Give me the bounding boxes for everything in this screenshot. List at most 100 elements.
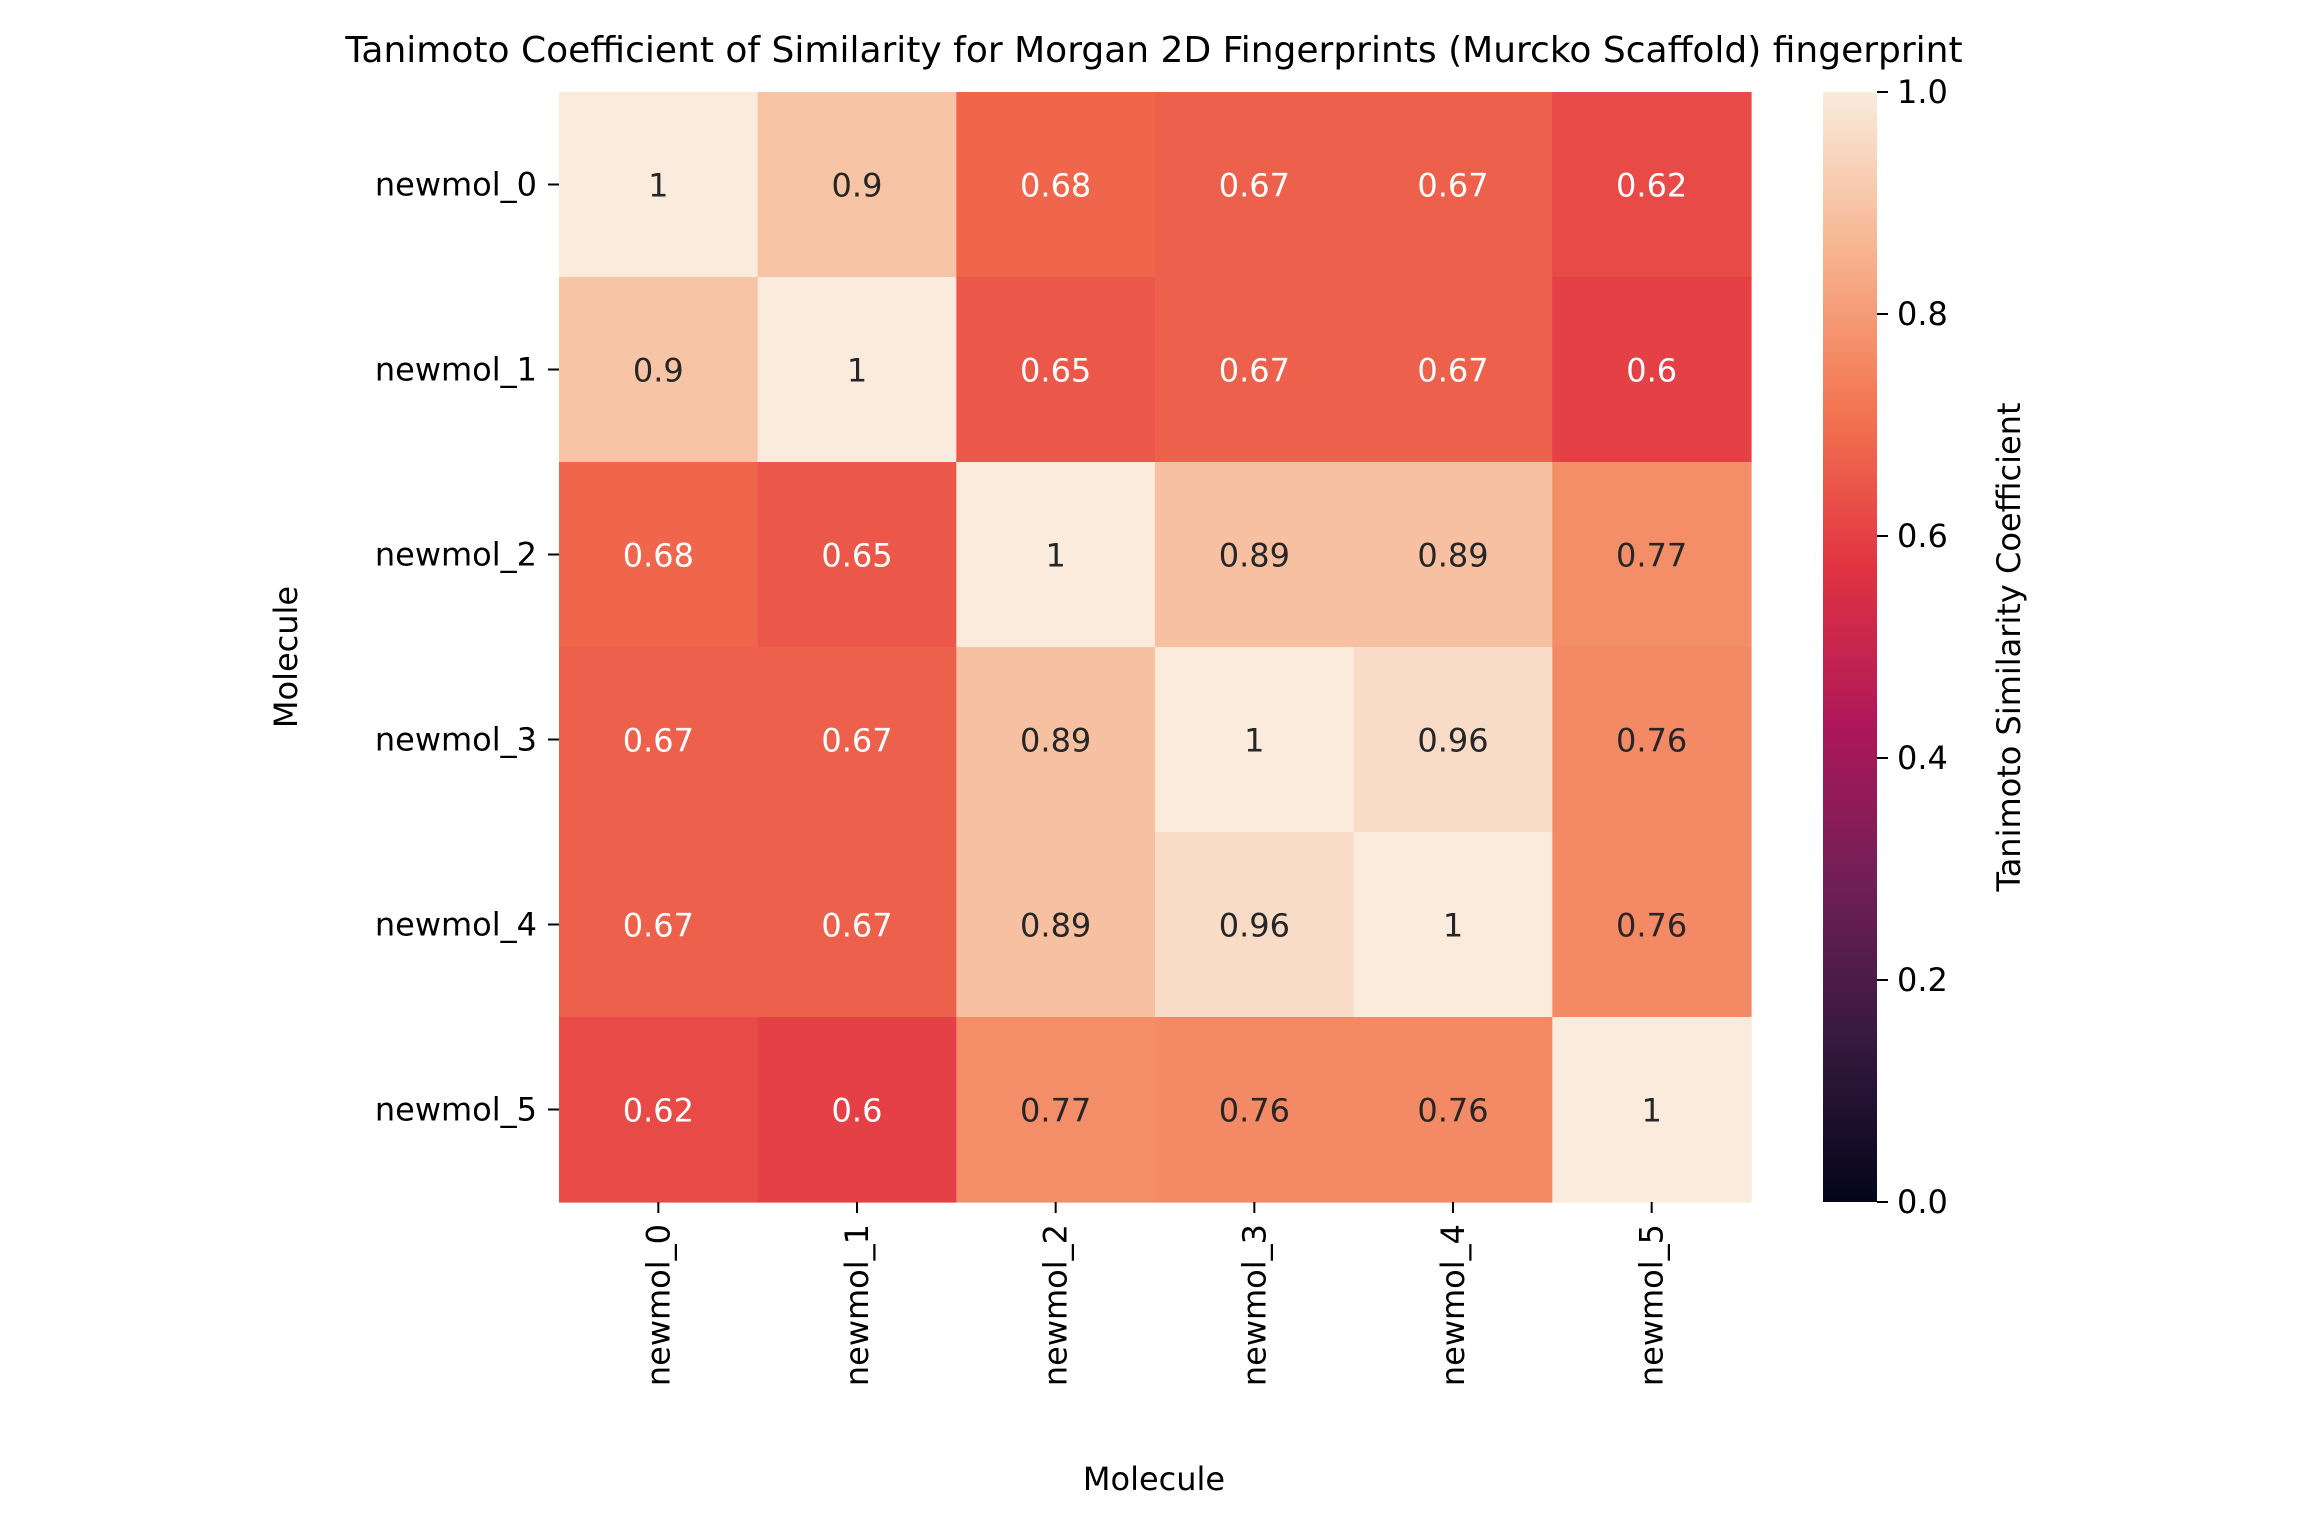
x-tick-label: newmol_3 <box>1235 1224 1273 1386</box>
y-axis-label: Molecule <box>267 586 305 728</box>
heatmap-cell <box>1353 832 1553 1018</box>
heatmap-cell <box>757 1017 957 1203</box>
cell-value-label: 0.67 <box>821 907 892 945</box>
chart-title: Tanimoto Coefficient of Similarity for M… <box>344 30 1962 71</box>
x-tick-label: newmol_1 <box>838 1224 876 1386</box>
heatmap-cell <box>1155 462 1355 648</box>
cell-value-label: 0.67 <box>623 722 694 760</box>
heatmap-cell <box>1353 462 1553 648</box>
y-tick-label: newmol_2 <box>375 536 537 574</box>
x-tick-label: newmol_5 <box>1633 1224 1671 1386</box>
heatmap-cell <box>1155 277 1355 463</box>
heatmap-cell <box>1155 647 1355 833</box>
y-tick-label: newmol_1 <box>375 351 537 389</box>
cell-value-label: 0.76 <box>1616 907 1687 945</box>
cell-value-label: 0.68 <box>623 537 694 575</box>
heatmap-cell <box>1552 92 1752 278</box>
cell-value-label: 1 <box>648 167 668 205</box>
heatmap-cell <box>559 832 759 1018</box>
colorbar-tick-label: 0.2 <box>1897 961 1948 999</box>
x-axis-label: Molecule <box>1083 1460 1225 1498</box>
cell-value-label: 0.68 <box>1020 167 1091 205</box>
cell-value-label: 0.9 <box>832 167 883 205</box>
cell-value-label: 0.67 <box>623 907 694 945</box>
cell-value-label: 0.76 <box>1616 722 1687 760</box>
heatmap-cell <box>1353 647 1553 833</box>
heatmap-cell <box>1552 832 1752 1018</box>
cell-value-label: 0.6 <box>832 1092 883 1130</box>
cell-value-label: 0.67 <box>1219 167 1290 205</box>
y-tick-label: newmol_0 <box>375 166 537 204</box>
cell-value-label: 0.65 <box>1020 352 1091 390</box>
heatmap-cell <box>757 462 957 648</box>
colorbar-tick-label: 0.8 <box>1897 295 1948 333</box>
cell-value-label: 0.89 <box>1417 537 1488 575</box>
heatmap-cell <box>757 277 957 463</box>
colorbar-ticks: 0.0 0.2 0.4 0.6 0.8 1.0 <box>1877 73 1948 1221</box>
cell-value-label: 1 <box>1641 1092 1661 1130</box>
heatmap-cell <box>1552 647 1752 833</box>
cell-value-label: 0.89 <box>1219 537 1290 575</box>
colorbar-tick-label: 0.6 <box>1897 517 1948 555</box>
x-axis-ticks: newmol_0 newmol_1 newmol_2 newmol_3 newmol_4… <box>639 1202 1671 1386</box>
heatmap-cell <box>757 92 957 278</box>
heatmap-cell <box>956 462 1156 648</box>
cell-value-label: 0.9 <box>633 352 684 390</box>
colorbar <box>1823 92 1877 1202</box>
heatmap-cell <box>559 1017 759 1203</box>
cell-value-label: 1 <box>847 352 867 390</box>
heatmap-cell <box>1155 1017 1355 1203</box>
heatmap-cell <box>559 277 759 463</box>
cell-value-label: 0.67 <box>1417 167 1488 205</box>
cell-value-label: 0.67 <box>1417 352 1488 390</box>
heatmap-cell <box>1552 462 1752 648</box>
cell-value-label: 1 <box>1045 537 1065 575</box>
cell-value-label: 0.96 <box>1417 722 1488 760</box>
heatmap-cell <box>559 462 759 648</box>
heatmap-cell <box>757 832 957 1018</box>
heatmap-cell-labels: 1 0.9 0.68 0.67 0.67 0.62 0.9 1 0.65 0.67 0.67 0.6 0… <box>623 167 1688 1130</box>
colorbar-tick-label: 0.4 <box>1897 739 1948 777</box>
cell-value-label: 0.65 <box>821 537 892 575</box>
cell-value-label: 1 <box>1244 722 1264 760</box>
heatmap-cell <box>956 647 1156 833</box>
y-tick-label: newmol_5 <box>375 1091 537 1129</box>
heatmap-cell <box>1552 1017 1752 1203</box>
cell-value-label: 0.77 <box>1020 1092 1091 1130</box>
y-tick-label: newmol_3 <box>375 721 537 759</box>
colorbar-tick-label: 1.0 <box>1897 73 1948 111</box>
cell-value-label: 0.76 <box>1219 1092 1290 1130</box>
y-axis-ticks: newmol_0 newmol_1 newmol_2 newmol_3 newmol_4… <box>375 166 559 1129</box>
x-tick-label: newmol_0 <box>639 1224 677 1386</box>
heatmap-cell <box>956 277 1156 463</box>
heatmap-cell <box>757 647 957 833</box>
cell-value-label: 0.67 <box>821 722 892 760</box>
heatmap-cell <box>1353 92 1553 278</box>
heatmap-cell <box>956 832 1156 1018</box>
cell-value-label: 0.76 <box>1417 1092 1488 1130</box>
colorbar-tick-label: 0.0 <box>1897 1183 1948 1221</box>
x-tick-label: newmol_2 <box>1037 1224 1075 1386</box>
cell-value-label: 1 <box>1443 907 1463 945</box>
heatmap-cell <box>559 647 759 833</box>
heatmap-cells <box>559 92 1752 1203</box>
cell-value-label: 0.96 <box>1219 907 1290 945</box>
colorbar-label: Tanimoto Similarity Coefficient <box>1990 402 2028 892</box>
cell-value-label: 0.89 <box>1020 907 1091 945</box>
heatmap-cell <box>956 1017 1156 1203</box>
y-tick-label: newmol_4 <box>375 906 537 944</box>
heatmap-cell <box>1155 832 1355 1018</box>
heatmap-cell <box>559 92 759 278</box>
cell-value-label: 0.67 <box>1219 352 1290 390</box>
heatmap-cell <box>1552 277 1752 463</box>
cell-value-label: 0.6 <box>1626 352 1677 390</box>
x-tick-label: newmol_4 <box>1434 1224 1472 1386</box>
cell-value-label: 0.62 <box>1616 167 1687 205</box>
heatmap-cell <box>956 92 1156 278</box>
cell-value-label: 0.89 <box>1020 722 1091 760</box>
cell-value-label: 0.62 <box>623 1092 694 1130</box>
heatmap-cell <box>1155 92 1355 278</box>
heatmap-cell <box>1353 1017 1553 1203</box>
cell-value-label: 0.77 <box>1616 537 1687 575</box>
